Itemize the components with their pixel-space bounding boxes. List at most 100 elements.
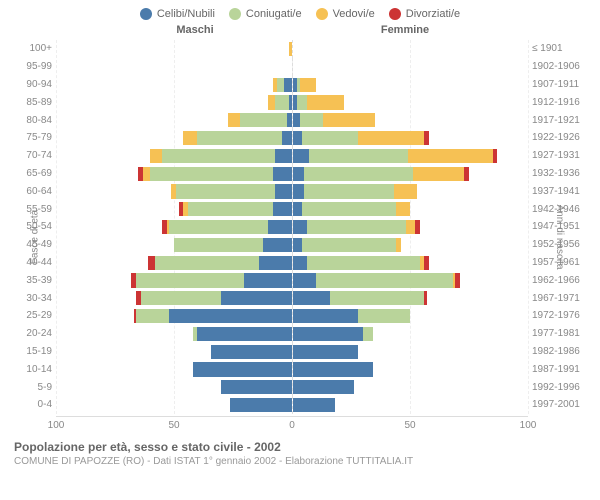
seg-coniugati [275,95,289,109]
seg-vedovi [300,78,316,92]
seg-coniugati [302,238,396,252]
seg-celibi [221,380,292,394]
age-row: 10-141987-1991 [56,360,528,378]
male-bar [56,147,292,165]
birth-year-label: 1922-1926 [532,132,596,143]
seg-coniugati [307,256,420,270]
birth-year-label: 1927-1931 [532,150,596,161]
seg-celibi [293,380,354,394]
age-row: 30-341967-1971 [56,289,528,307]
birth-year-label: 1967-1971 [532,293,596,304]
seg-celibi [293,131,302,145]
age-label: 20-24 [4,328,52,339]
seg-celibi [293,309,359,323]
male-bar [56,378,292,396]
female-bar [292,271,529,289]
seg-celibi [293,202,302,216]
age-row: 15-191982-1986 [56,343,528,361]
seg-celibi [293,149,309,163]
seg-divorziati [424,291,426,305]
birth-year-label: ≤ 1901 [532,43,596,54]
age-label: 75-79 [4,132,52,143]
female-bar [292,325,529,343]
age-row: 35-391962-1966 [56,271,528,289]
birth-year-label: 1952-1956 [532,239,596,250]
female-bar [292,111,529,129]
seg-coniugati [302,131,359,145]
seg-divorziati [415,220,420,234]
seg-celibi [263,238,291,252]
seg-divorziati [424,131,429,145]
age-label: 55-59 [4,204,52,215]
xtick: 100 [520,420,537,431]
male-bar [56,343,292,361]
age-row: 0-41997-2001 [56,396,528,414]
age-row: 90-941907-1911 [56,76,528,94]
seg-celibi [244,273,291,287]
seg-vedovi [323,113,375,127]
birth-year-label: 1977-1981 [532,328,596,339]
seg-divorziati [424,256,429,270]
footer: Popolazione per età, sesso e stato civil… [0,434,600,467]
age-row: 45-491952-1956 [56,236,528,254]
rows: 100+≤ 190195-991902-190690-941907-191185… [56,40,528,414]
birth-year-label: 1942-1946 [532,204,596,215]
chart-source: COMUNE DI PAPOZZE (RO) - Dati ISTAT 1° g… [14,456,586,467]
seg-coniugati [155,256,259,270]
divorziati-swatch-icon [389,8,401,20]
legend-item-celibi: Celibi/Nubili [140,8,215,20]
female-bar [292,289,529,307]
birth-year-label: 1947-1951 [532,221,596,232]
seg-divorziati [493,149,498,163]
birth-year-label: 1997-2001 [532,399,596,410]
seg-divorziati [464,167,469,181]
seg-vedovi [143,167,150,181]
seg-celibi [273,202,292,216]
seg-coniugati [304,167,412,181]
male-bar [56,76,292,94]
seg-coniugati [150,167,272,181]
seg-coniugati [277,78,284,92]
age-label: 0-4 [4,399,52,410]
seg-vedovi [307,95,345,109]
coniugati-swatch-icon [229,8,241,20]
seg-coniugati [240,113,287,127]
seg-coniugati [141,291,221,305]
age-row: 25-291972-1976 [56,307,528,325]
male-bar [56,325,292,343]
age-label: 15-19 [4,346,52,357]
age-label: 60-64 [4,186,52,197]
seg-vedovi [394,184,418,198]
birth-year-label: 1982-1986 [532,346,596,357]
seg-celibi [293,220,307,234]
birth-year-label: 1962-1966 [532,275,596,286]
seg-celibi [293,256,307,270]
seg-divorziati [455,273,460,287]
seg-celibi [230,398,291,412]
birth-year-label: 1917-1921 [532,115,596,126]
seg-celibi [293,167,305,181]
legend-item-coniugati: Coniugati/e [229,8,302,20]
seg-coniugati [309,149,408,163]
female-bar [292,58,529,76]
seg-coniugati [162,149,275,163]
age-label: 85-89 [4,97,52,108]
seg-coniugati [307,220,406,234]
age-row: 20-241977-1981 [56,325,528,343]
seg-vedovi [406,220,415,234]
male-bar [56,111,292,129]
seg-coniugati [363,327,372,341]
female-bar [292,396,529,414]
male-bar [56,200,292,218]
seg-coniugati [300,113,324,127]
female-bar [292,254,529,272]
seg-celibi [268,220,292,234]
seg-celibi [197,327,291,341]
female-bar [292,360,529,378]
legend-item-divorziati: Divorziati/e [389,8,460,20]
xtick: 0 [289,420,295,431]
x-axis: 10050050100 [56,416,528,434]
seg-celibi [293,345,359,359]
age-label: 30-34 [4,293,52,304]
age-row: 85-891912-1916 [56,93,528,111]
